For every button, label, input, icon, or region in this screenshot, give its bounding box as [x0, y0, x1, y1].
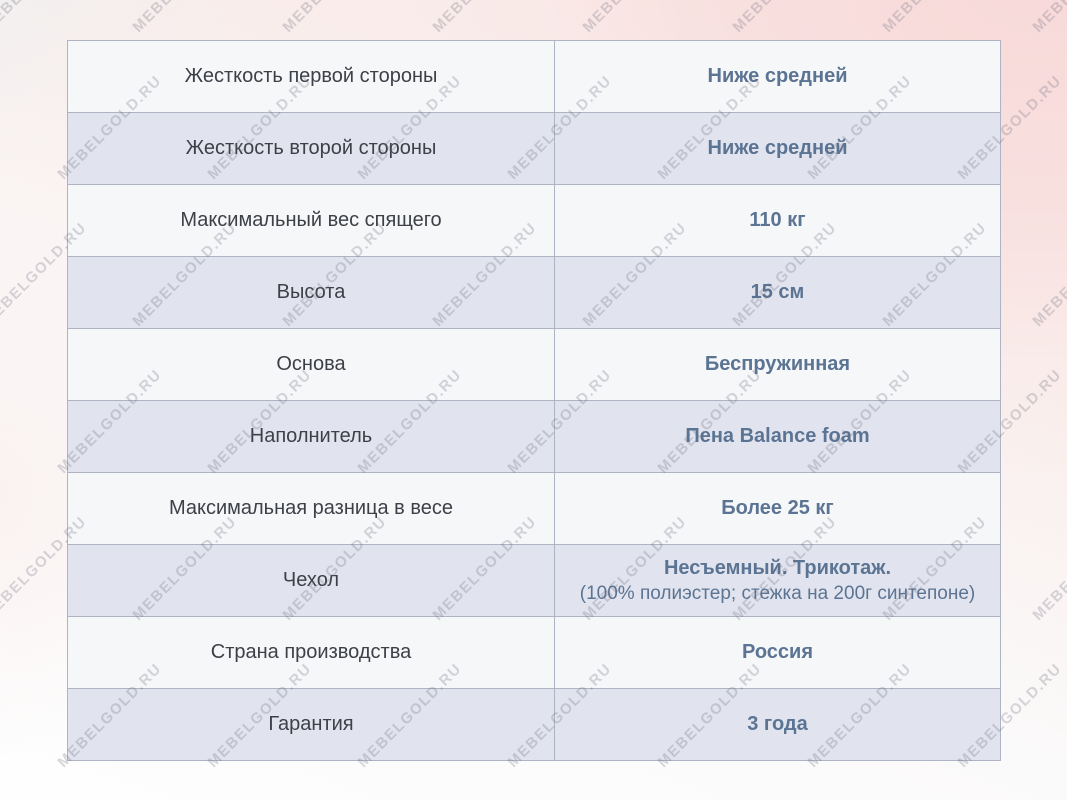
spec-value: Ниже средней: [554, 40, 1001, 113]
spec-value: Пена Balance foam: [554, 400, 1001, 473]
spec-label: Максимальный вес спящего: [67, 184, 555, 257]
watermark-text: MEBELGOLD.RU: [1029, 0, 1067, 36]
watermark-text: MEBELGOLD.RU: [129, 0, 240, 36]
watermark-text: MEBELGOLD.RU: [579, 0, 690, 36]
table-row: Чехол Несъемный. Трикотаж. (100% полиэст…: [67, 544, 1001, 617]
spec-label: Гарантия: [67, 688, 555, 761]
table-row: Максимальная разница в весе Более 25 кг: [67, 472, 1001, 545]
watermark-text: MEBELGOLD.RU: [429, 0, 540, 36]
spec-label: Основа: [67, 328, 555, 401]
spec-label: Максимальная разница в весе: [67, 472, 555, 545]
spec-value: Несъемный. Трикотаж.: [663, 556, 892, 579]
spec-value-cell: Несъемный. Трикотаж. (100% полиэстер; ст…: [554, 544, 1001, 617]
spec-value: Ниже средней: [554, 112, 1001, 185]
spec-value-note: (100% полиэстер; стежка на 200г синтепон…: [579, 582, 976, 604]
watermark-text: MEBELGOLD.RU: [1029, 219, 1067, 330]
spec-value: Более 25 кг: [554, 472, 1001, 545]
table-row: Жесткость первой стороны Ниже средней: [67, 40, 1001, 113]
spec-table: Жесткость первой стороны Ниже средней Же…: [67, 40, 1001, 761]
watermark-text: MEBELGOLD.RU: [279, 0, 390, 36]
table-row: Страна производства Россия: [67, 616, 1001, 689]
watermark-text: MEBELGOLD.RU: [879, 0, 990, 36]
spec-label: Жесткость первой стороны: [67, 40, 555, 113]
spec-label: Высота: [67, 256, 555, 329]
table-row: Жесткость второй стороны Ниже средней: [67, 112, 1001, 185]
spec-label: Жесткость второй стороны: [67, 112, 555, 185]
table-row: Основа Беспружинная: [67, 328, 1001, 401]
spec-label: Страна производства: [67, 616, 555, 689]
spec-value: 15 см: [554, 256, 1001, 329]
spec-value: 3 года: [554, 688, 1001, 761]
watermark-text: MEBELGOLD.RU: [1029, 513, 1067, 624]
spec-value: Россия: [554, 616, 1001, 689]
table-row: Наполнитель Пена Balance foam: [67, 400, 1001, 473]
table-row: Гарантия 3 года: [67, 688, 1001, 761]
spec-label: Наполнитель: [67, 400, 555, 473]
table-row: Высота 15 см: [67, 256, 1001, 329]
watermark-text: MEBELGOLD.RU: [0, 0, 90, 36]
spec-label: Чехол: [67, 544, 555, 617]
spec-value: Беспружинная: [554, 328, 1001, 401]
table-row: Максимальный вес спящего 110 кг: [67, 184, 1001, 257]
spec-value: 110 кг: [554, 184, 1001, 257]
watermark-text: MEBELGOLD.RU: [729, 0, 840, 36]
